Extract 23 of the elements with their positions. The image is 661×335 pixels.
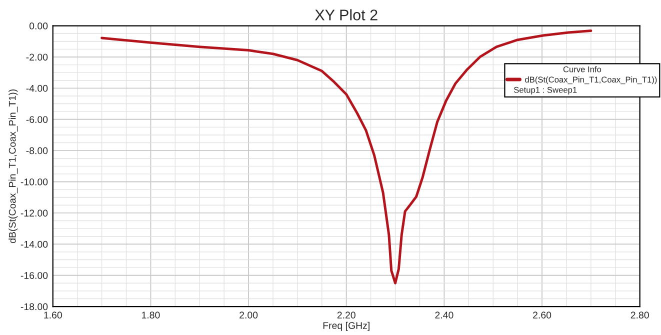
y-tick-label: -4.00 [26, 84, 48, 92]
y-tick-label: -2.00 [26, 54, 48, 61]
y-axis-title: dB(St(Coax_Pin_T1,Coax_Pin_T1)) [8, 89, 18, 244]
y-tick-label: -10.00 [20, 178, 48, 186]
x-tick-label: 2.20 [337, 312, 356, 319]
y-tick-label: -12.00 [20, 210, 48, 217]
x-tick-label: 2.00 [240, 312, 258, 319]
legend-label: dB(St(Coax_Pin_T1,Coax_Pin_T1)) [525, 76, 657, 84]
x-axis-title: Freq [GHz] [323, 322, 370, 331]
annotation: Setup1 : Sweep1 [514, 86, 577, 94]
x-tick-label: 2.80 [630, 312, 649, 319]
legend-title: Curve Info [563, 66, 602, 72]
x-tick-label: 1.60 [44, 312, 62, 319]
y-tick-label: -6.00 [26, 116, 48, 123]
x-tick-label: 2.60 [533, 312, 552, 319]
x-tick-label: 2.40 [435, 312, 454, 319]
y-tick-label: -14.00 [20, 240, 48, 248]
x-tick-label: 1.80 [142, 312, 160, 319]
y-tick-label: -8.00 [26, 147, 48, 154]
y-tick-label: -16.00 [20, 272, 48, 279]
y-tick-label: -18.00 [20, 303, 48, 310]
chart-title: XY Plot 2 [314, 9, 378, 20]
y-tick-label: 0.00 [29, 22, 48, 30]
